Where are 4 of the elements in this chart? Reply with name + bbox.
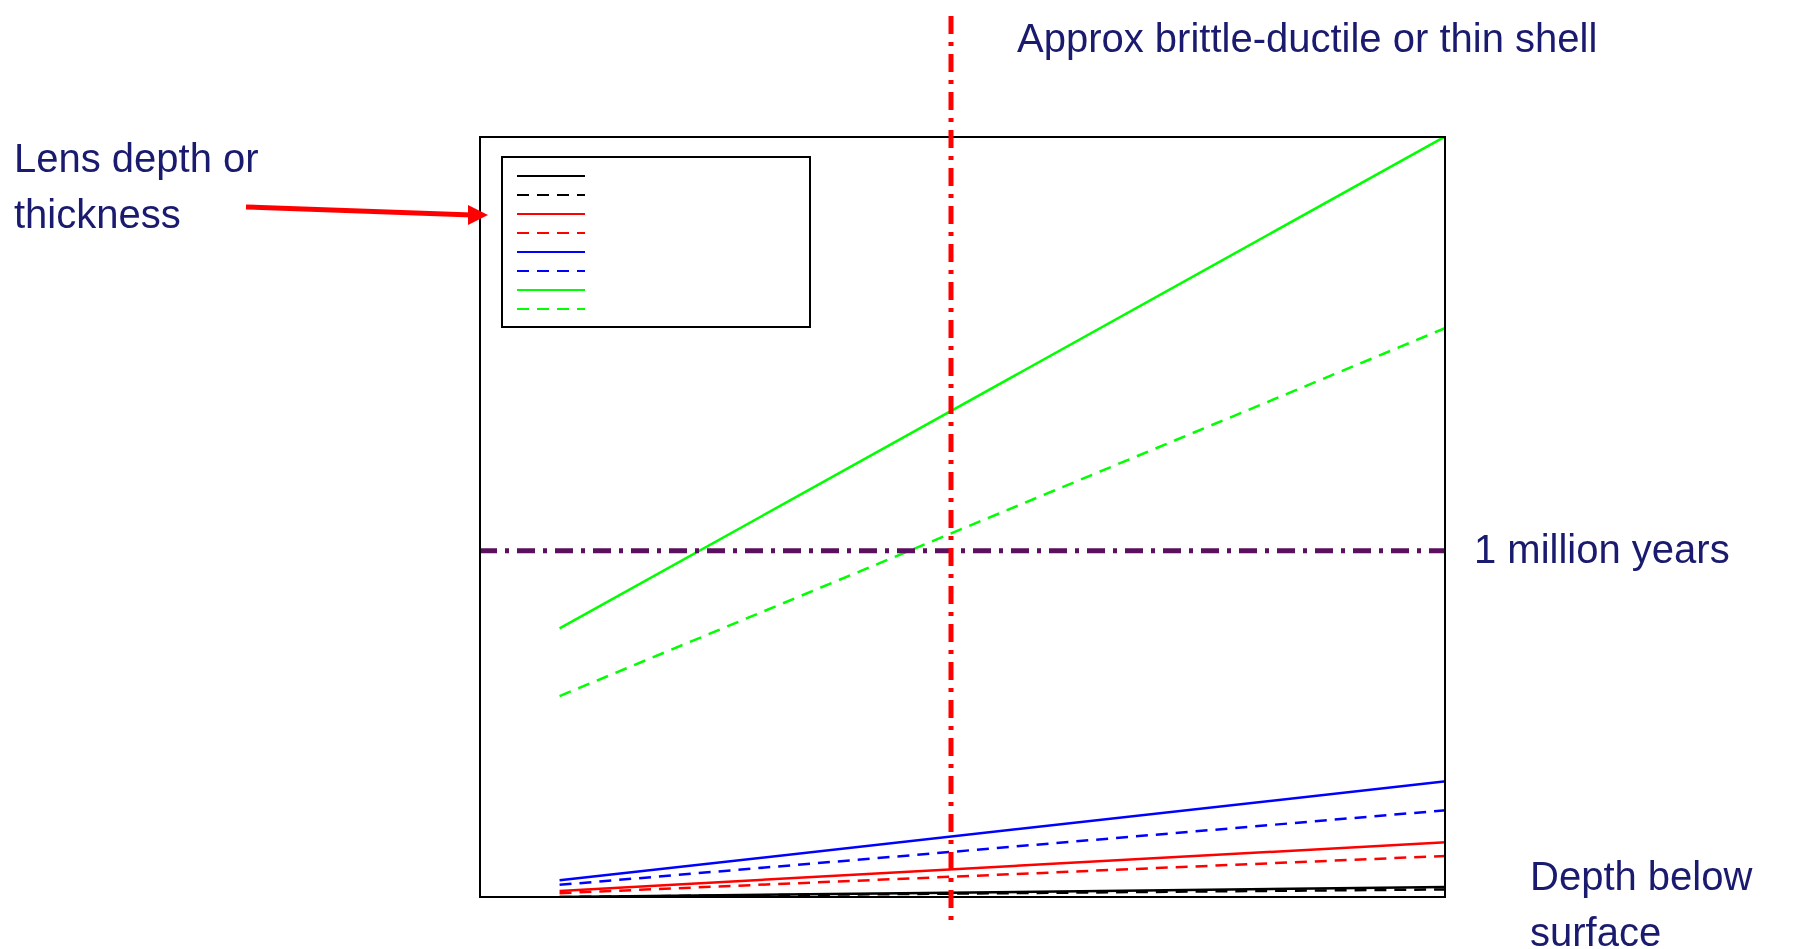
ref-line-label: 1 million years <box>1474 526 1730 571</box>
x-axis-title: Depth below surface <box>1530 853 1754 949</box>
text: Lens depth or thickness <box>14 135 260 238</box>
text: Approx brittle-ductile or thin shell <box>1017 16 1598 61</box>
